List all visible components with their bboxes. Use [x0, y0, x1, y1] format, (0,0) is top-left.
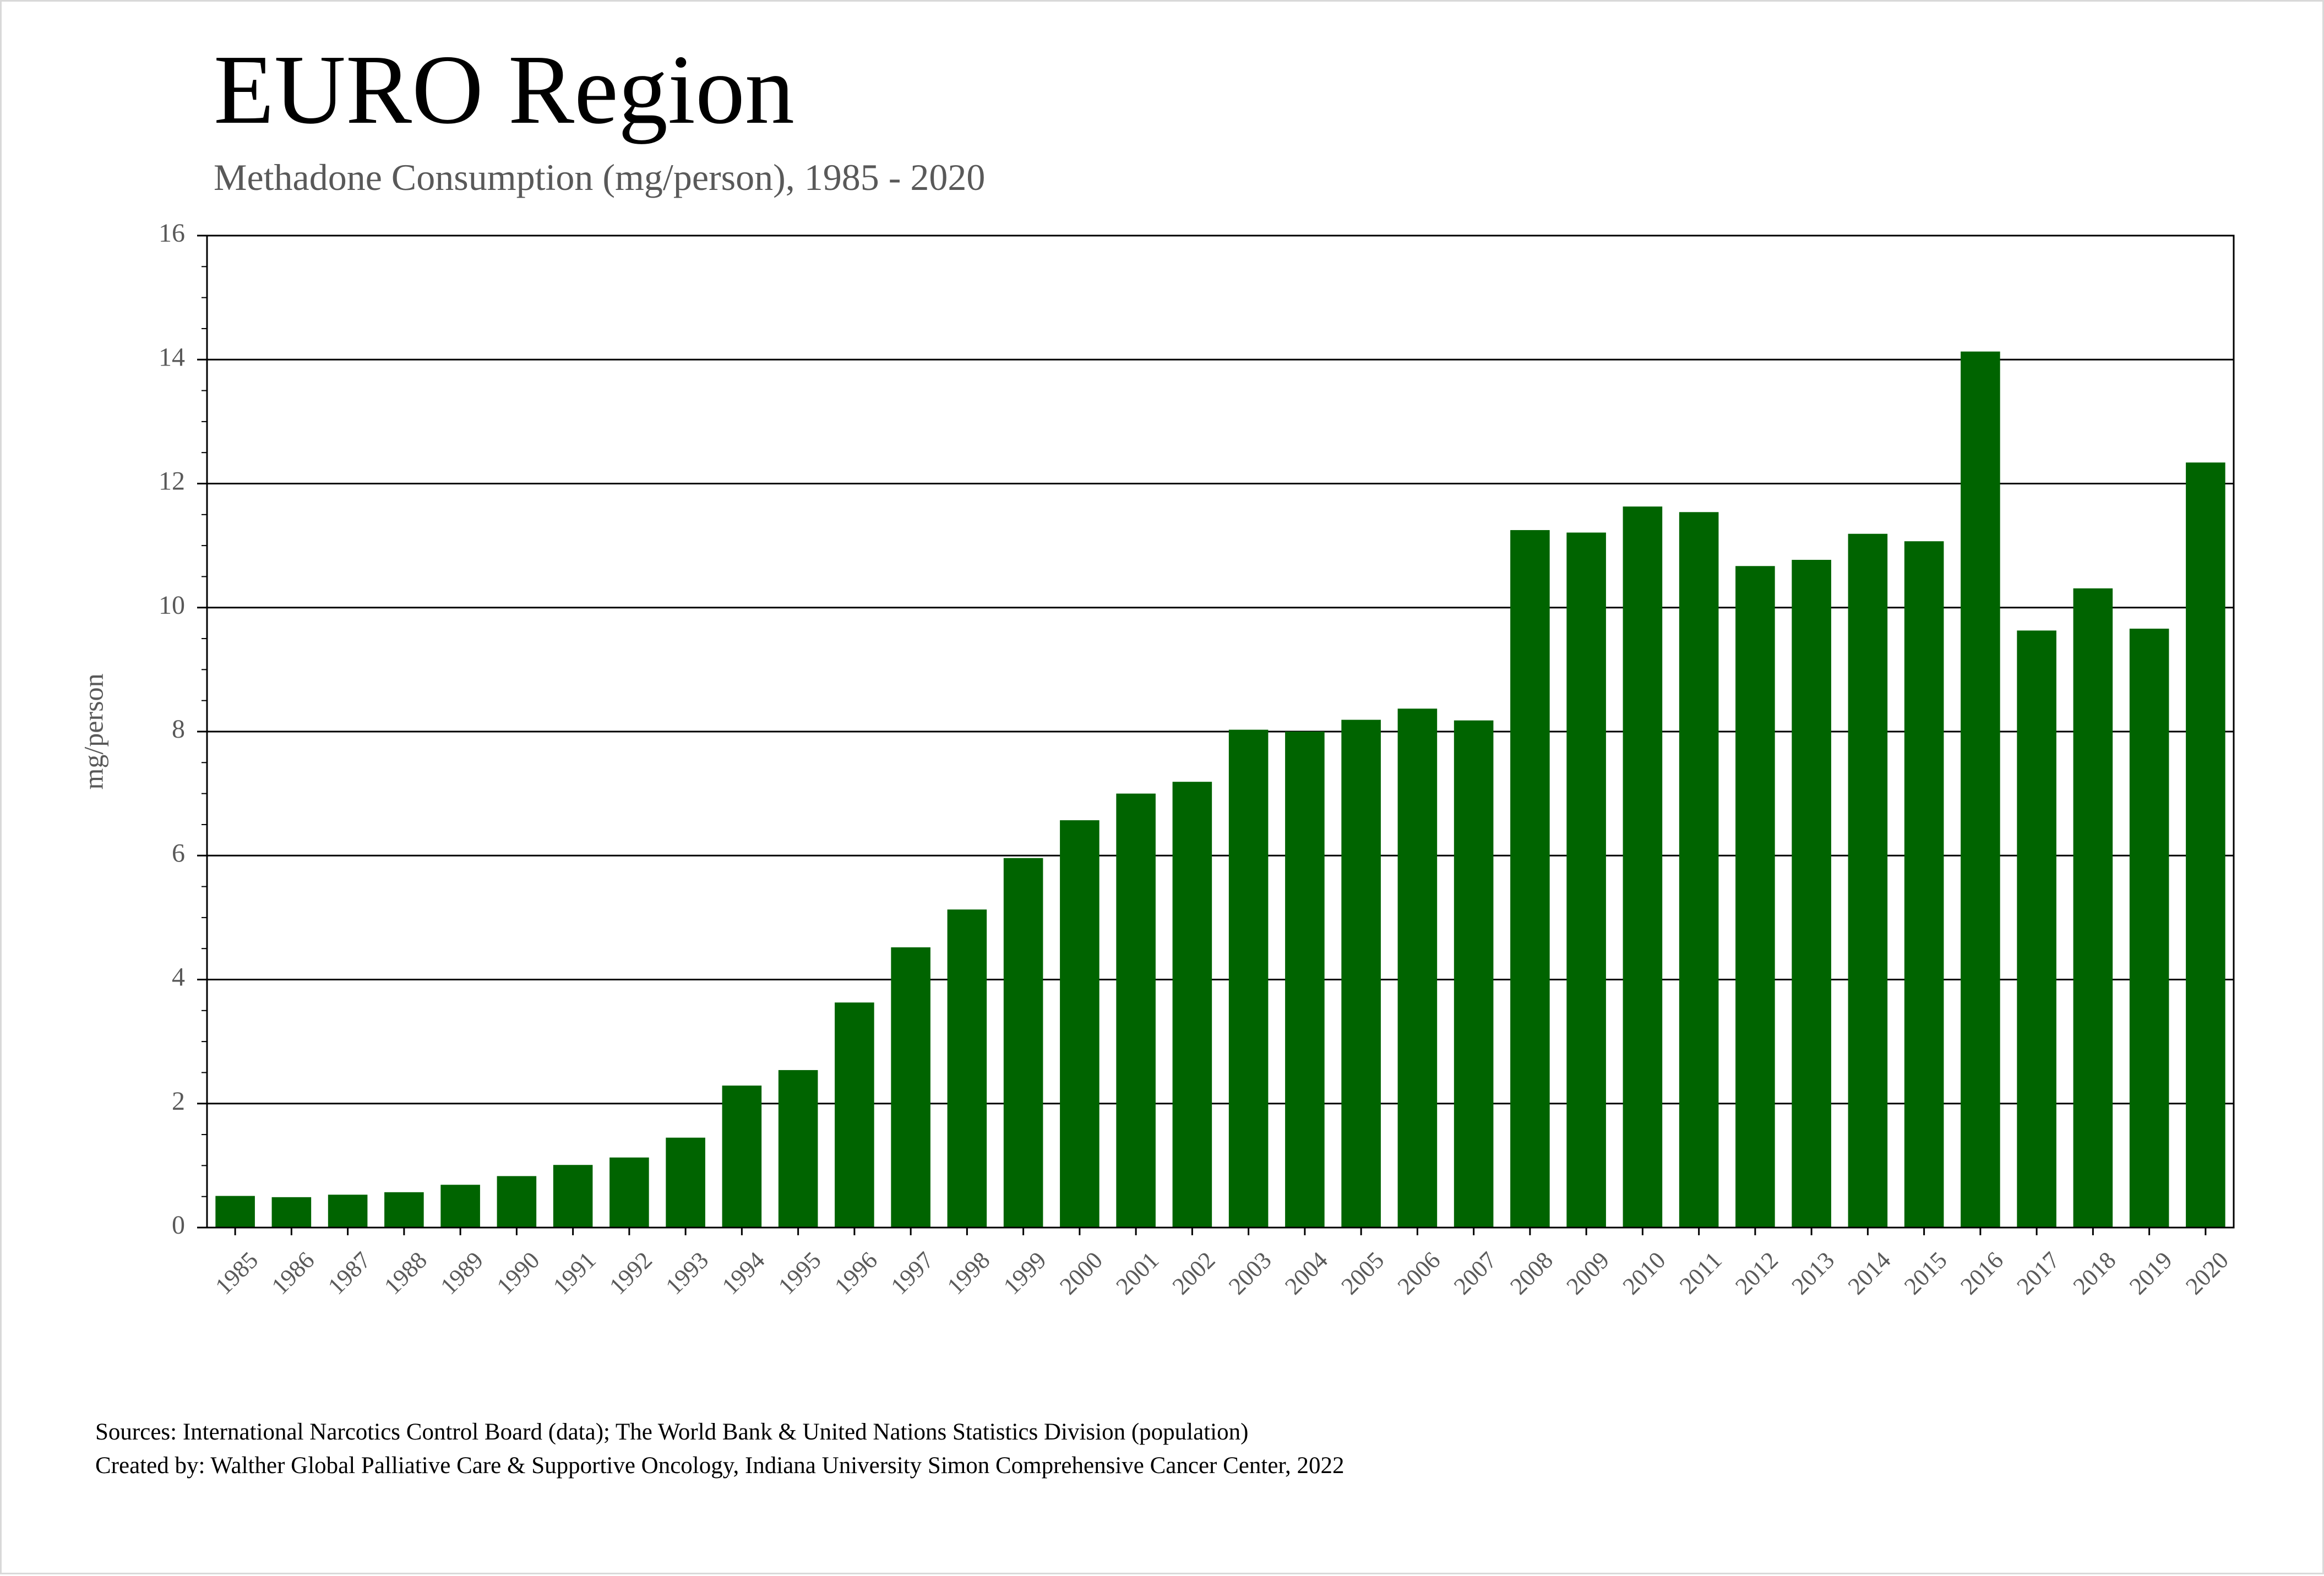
y-axis-title: mg/person: [78, 673, 108, 789]
bar-1998: [947, 909, 987, 1228]
x-tick-label: 1986: [266, 1246, 320, 1300]
chart-footer: Sources: International Narcotics Control…: [95, 1415, 1345, 1482]
bar-1994: [722, 1086, 762, 1228]
x-tick-label: 2016: [1955, 1246, 2009, 1300]
bar-2005: [1341, 719, 1381, 1228]
bar-2003: [1228, 729, 1269, 1228]
x-tick-label: 2008: [1505, 1246, 1558, 1300]
x-tick-label: 2006: [1392, 1246, 1446, 1300]
bar-2012: [1735, 566, 1775, 1228]
x-tick-label: 1994: [717, 1246, 770, 1300]
x-tick-label: 2017: [2011, 1246, 2065, 1300]
y-tick-label: 0: [172, 1210, 185, 1240]
bar-1990: [497, 1176, 537, 1228]
created-by-note: Created by: Walther Global Palliative Ca…: [95, 1453, 1345, 1479]
x-tick-label: 1997: [885, 1246, 939, 1300]
x-tick-label: 2011: [1674, 1246, 1727, 1299]
x-tick-label: 2003: [1223, 1246, 1277, 1300]
x-tick-label: 2002: [1167, 1246, 1221, 1300]
bar-2017: [2017, 630, 2056, 1228]
bar-1992: [609, 1157, 649, 1228]
x-tick-label: 2010: [1618, 1246, 1671, 1300]
bar-2020: [2186, 462, 2225, 1228]
y-tick-label: 16: [159, 219, 185, 248]
bar-2009: [1566, 532, 1606, 1228]
x-tick-label: 2000: [1054, 1246, 1108, 1300]
bar-1993: [666, 1137, 705, 1228]
x-tick-label: 1992: [604, 1246, 657, 1300]
chart-subtitle: Methadone Consumption (mg/person), 1985 …: [214, 156, 986, 198]
x-tick-label: 1998: [942, 1246, 995, 1300]
bar-1991: [553, 1165, 593, 1228]
x-tick-label: 2015: [1899, 1246, 1952, 1300]
x-tick-label: 2014: [1843, 1246, 1896, 1300]
y-tick-label: 4: [172, 963, 185, 992]
bar-2007: [1454, 720, 1494, 1228]
y-tick-label: 8: [172, 715, 185, 744]
x-tick-label: 1993: [660, 1246, 714, 1300]
bar-1986: [271, 1197, 312, 1228]
y-tick-label: 12: [159, 467, 185, 496]
x-tick-label: 1991: [548, 1246, 601, 1300]
bar-1997: [891, 947, 930, 1228]
bar-2004: [1285, 732, 1325, 1228]
y-tick-label: 10: [159, 591, 185, 620]
bar-2006: [1397, 708, 1438, 1228]
x-tick-label: 1996: [829, 1246, 883, 1300]
x-tick-label: 2009: [1561, 1246, 1614, 1300]
x-tick-label: 2005: [1336, 1246, 1389, 1300]
x-tick-label: 1999: [998, 1246, 1052, 1300]
bar-2018: [2073, 588, 2113, 1228]
bar-1996: [835, 1002, 874, 1228]
bar-2000: [1060, 820, 1100, 1228]
bar-1987: [328, 1195, 368, 1228]
x-tick-label: 2013: [1786, 1246, 1839, 1300]
x-tick-label: 2004: [1280, 1246, 1333, 1300]
bar-2001: [1116, 793, 1156, 1228]
x-tick-label: 1989: [435, 1246, 488, 1300]
x-tick-label: 2020: [2180, 1246, 2234, 1300]
bar-2019: [2129, 629, 2169, 1228]
x-tick-label: 2019: [2124, 1246, 2178, 1300]
bar-2010: [1623, 506, 1663, 1228]
bar-1988: [384, 1192, 424, 1228]
bar-2016: [1961, 351, 2000, 1228]
y-tick-label: 14: [159, 342, 185, 372]
plot-frame: [206, 235, 2235, 1229]
bar-2014: [1848, 533, 1888, 1228]
y-tick-label: 6: [172, 838, 185, 868]
bar-2011: [1679, 512, 1719, 1228]
bar-1999: [1003, 858, 1043, 1228]
x-tick-label: 1990: [492, 1246, 545, 1300]
bar-1989: [440, 1185, 480, 1228]
bar-2013: [1792, 560, 1831, 1228]
bar-1985: [215, 1196, 255, 1228]
bar-1995: [778, 1070, 818, 1228]
x-tick-label: 1985: [210, 1246, 263, 1300]
x-tick-label: 2018: [2068, 1246, 2121, 1300]
bar-2015: [1904, 541, 1944, 1228]
bar-2008: [1510, 530, 1550, 1228]
x-tick-label: 2001: [1111, 1246, 1164, 1300]
x-tick-label: 2007: [1449, 1246, 1502, 1300]
chart-title: EURO Region: [214, 35, 794, 144]
bar-2002: [1172, 782, 1212, 1228]
x-tick-label: 1995: [773, 1246, 826, 1300]
sources-note: Sources: International Narcotics Control…: [95, 1419, 1249, 1445]
x-tick-label: 2012: [1730, 1246, 1783, 1300]
y-tick-label: 2: [172, 1087, 185, 1116]
x-tick-label: 1987: [323, 1246, 376, 1300]
x-tick-label: 1988: [379, 1246, 432, 1300]
